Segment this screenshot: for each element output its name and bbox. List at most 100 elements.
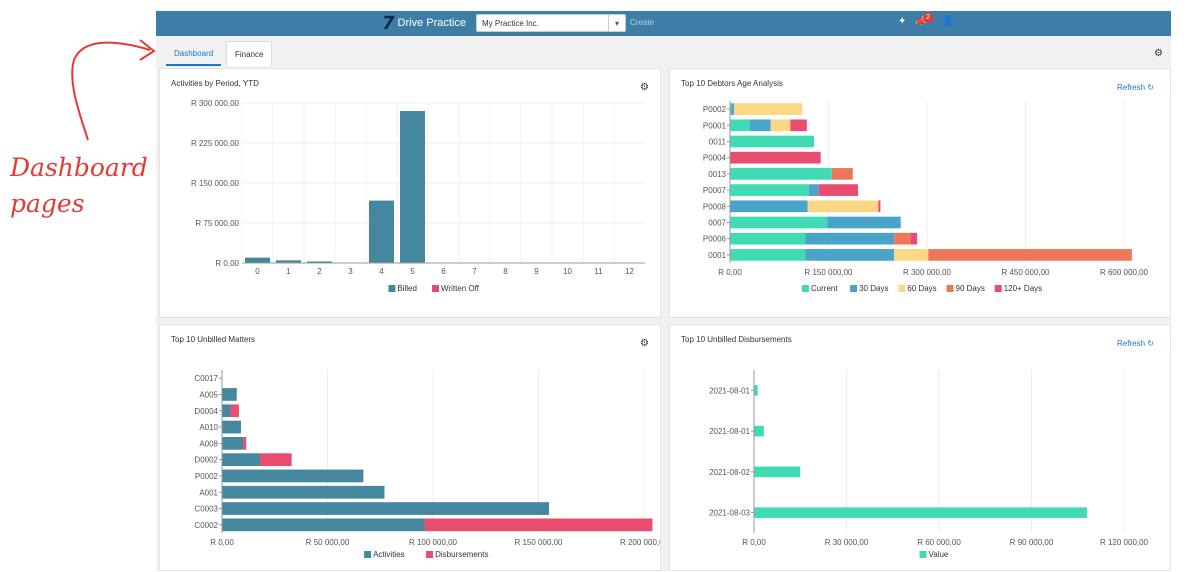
- annotation: Dashboard pages: [0, 0, 156, 571]
- y-tick-label: 2021-08-02: [709, 468, 750, 477]
- bar-segment: [733, 103, 803, 115]
- bar-segment: [790, 119, 807, 132]
- bar-segment: [805, 232, 895, 245]
- bar-billed: [307, 261, 332, 263]
- user-icon[interactable]: 👤: [942, 16, 955, 27]
- gear-icon[interactable]: ⚙: [1154, 48, 1163, 59]
- bar-segment: [230, 404, 239, 418]
- bar-segment: [222, 485, 385, 499]
- bar-segment: [808, 184, 819, 196]
- legend-label: Value: [929, 550, 949, 559]
- legend-swatch: [801, 285, 809, 292]
- bar-segment: [770, 119, 791, 132]
- bar-segment: [818, 184, 859, 196]
- panel-title: Top 10 Unbilled Matters: [171, 335, 256, 344]
- dashboard-tabs: Dashboard Finance ⚙: [156, 36, 1171, 67]
- bar-segment: [730, 184, 809, 196]
- bar-segment: [878, 200, 881, 213]
- notification-badge: 2: [923, 13, 933, 23]
- bar-segment: [731, 103, 734, 115]
- y-tick-label: P0001: [703, 121, 727, 130]
- y-tick-label: 2021-08-01: [709, 386, 750, 395]
- y-tick-label: A010: [199, 423, 218, 432]
- create-link[interactable]: Create: [630, 18, 655, 27]
- bar-segment: [730, 119, 750, 132]
- bar-segment: [424, 518, 653, 532]
- x-tick-label: R 50 000,00: [306, 538, 350, 547]
- annotation-arrow: [71, 39, 156, 141]
- y-tick-label: C0017: [194, 374, 218, 383]
- chevron-down-icon[interactable]: ▾: [608, 15, 625, 31]
- x-tick-label: R 450 000,00: [1001, 268, 1050, 277]
- legend-label: Current: [811, 284, 838, 293]
- gear-icon[interactable]: ⚙: [640, 82, 649, 93]
- practice-select[interactable]: My Practice Inc. ▾: [476, 14, 626, 32]
- bar-segment: [259, 453, 292, 467]
- x-tick-label: R 0,00: [210, 538, 234, 547]
- bar-segment: [222, 469, 364, 483]
- gear-icon[interactable]: ⚙: [640, 338, 649, 349]
- panel-title: Top 10 Unbilled Disbursements: [681, 335, 792, 344]
- logo-text: Drive Practice: [397, 17, 466, 29]
- bar-billed: [276, 260, 301, 263]
- y-tick-label: P0006: [703, 235, 727, 244]
- y-tick-label: P0004: [703, 154, 727, 163]
- tab-finance[interactable]: Finance: [226, 41, 273, 66]
- bar-segment: [754, 385, 758, 396]
- y-tick-label: C0003: [194, 505, 218, 514]
- y-tick-label: P0002: [703, 105, 727, 114]
- bar-segment: [222, 404, 231, 418]
- legend-label: Written Off: [441, 284, 480, 293]
- legend-label: Billed: [397, 284, 417, 293]
- bar-segment: [807, 200, 879, 213]
- bar-segment: [730, 103, 732, 115]
- debtors-chart: R 0,00 R 150 000,00 R 300 000,00 R 450 000,…: [703, 101, 1149, 293]
- legend-label: Activities: [373, 550, 405, 559]
- x-tick-label: R 200 000,00: [620, 538, 660, 547]
- tab-dashboard[interactable]: Dashboard: [166, 41, 222, 66]
- bar-segment: [730, 200, 808, 213]
- bar-segment: [730, 216, 828, 229]
- app-logo[interactable]: 7 Drive Practice: [380, 12, 472, 34]
- y-tick-label: P0007: [703, 186, 727, 195]
- magic-wand-icon[interactable]: ✦: [898, 16, 907, 27]
- y-tick-label: 0013: [708, 170, 726, 179]
- y-tick-label: R 75 000,00: [195, 219, 239, 228]
- bar-segment: [222, 453, 260, 467]
- x-tick-label: 5: [410, 267, 415, 276]
- bar-segment: [222, 518, 425, 532]
- bar-segment: [730, 135, 815, 148]
- y-tick-label: R 300 000,00: [191, 99, 240, 108]
- refresh-icon: ↻: [1147, 339, 1154, 348]
- y-tick-label: 0007: [708, 219, 726, 228]
- bar-segment: [222, 388, 237, 401]
- x-tick-label: R 100 000,00: [409, 538, 458, 547]
- legend-swatch: [388, 285, 396, 292]
- legend-swatch: [994, 285, 1002, 292]
- refresh-button[interactable]: Refresh ↻: [1117, 339, 1154, 348]
- x-tick-label: R 120 000,00: [1100, 538, 1149, 547]
- x-tick-label: 3: [348, 267, 353, 276]
- bar-segment: [754, 466, 801, 478]
- bar-segment: [730, 151, 821, 164]
- y-tick-label: P0002: [195, 472, 219, 481]
- logo-mark-icon: 7: [380, 12, 397, 34]
- legend-swatch: [850, 285, 858, 292]
- megaphone-icon[interactable]: 📣: [915, 16, 928, 27]
- x-tick-label: R 0,00: [718, 268, 742, 277]
- x-tick-label: 7: [472, 267, 477, 276]
- y-tick-label: 2021-08-01: [709, 427, 750, 436]
- legend-swatch: [426, 551, 434, 558]
- x-tick-label: 9: [534, 267, 539, 276]
- unbilled-disbursements-chart: R 0,00 R 30 000,00 R 60 000,00 R 90 000,00 R…: [709, 370, 1149, 559]
- y-tick-label: A008: [199, 439, 218, 448]
- refresh-button[interactable]: Refresh ↻: [1117, 83, 1154, 92]
- x-tick-label: R 60 000,00: [917, 538, 961, 547]
- bar-segment: [730, 168, 832, 180]
- x-tick-label: R 150 000,00: [804, 268, 853, 277]
- x-tick-label: R 90 000,00: [1010, 538, 1054, 547]
- x-tick-label: 2: [317, 267, 322, 276]
- bar-segment: [222, 420, 241, 434]
- y-tick-label: C0002: [194, 521, 218, 530]
- legend-label: 90 Days: [956, 284, 985, 293]
